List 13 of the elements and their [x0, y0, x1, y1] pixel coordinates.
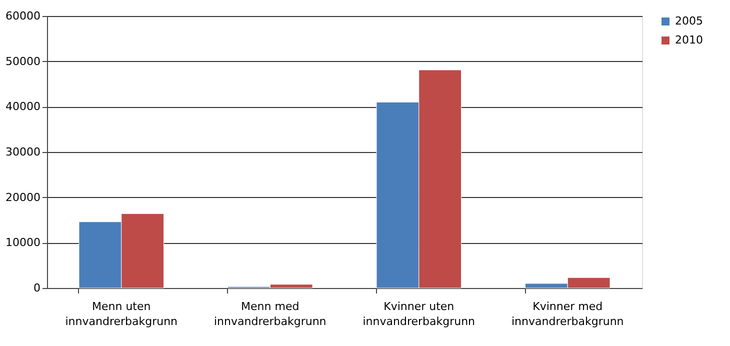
y-tick-label: 50000	[6, 54, 40, 68]
y-tick-label: 10000	[6, 236, 40, 250]
y-tick-label: 60000	[6, 10, 40, 22]
legend-label: 2010	[675, 34, 703, 46]
x-tick-label: Menn med innvandrerbakgrunn	[214, 300, 326, 328]
x-tick-label: Menn uten innvandrerbakgrunn	[65, 300, 178, 328]
y-tick-label: 30000	[6, 146, 40, 158]
x-tick-label: Kvinner uten innvandrerbakgrunn	[362, 300, 476, 328]
y-tick-label: 40000	[6, 100, 40, 114]
y-tick-label: 0	[34, 282, 40, 294]
x-tick-label: Kvinner med innvandrerbakgrunn	[511, 300, 624, 328]
y-tick-label: 20000	[6, 190, 40, 204]
legend-label: 2005	[675, 14, 703, 28]
